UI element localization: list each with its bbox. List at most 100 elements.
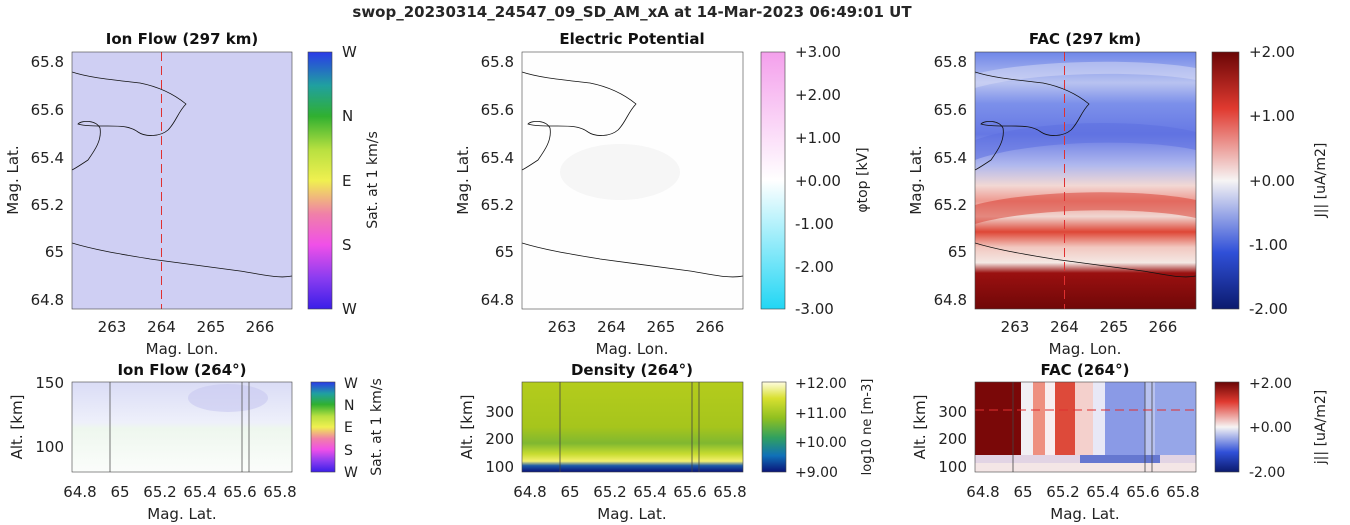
- ion-flow-profile-ytick: 150: [35, 374, 64, 392]
- ion-flow-map-xticks: 263 264 265 266: [98, 318, 275, 336]
- ion-flow-map-xtick: 263: [98, 318, 127, 336]
- ion-flow-profile-colorbar-label: Sat. at 1 km/s: [369, 378, 385, 476]
- ion-flow-map-ytick: 65.4: [31, 149, 64, 167]
- ion-flow-profile-yticks: 150 100: [35, 374, 64, 456]
- potential-map-colorbar-tick: +2.00: [795, 86, 841, 104]
- density-profile-colorbar-tick: +9.00: [795, 465, 838, 481]
- fac-map-xtick: 264: [1050, 318, 1079, 336]
- potential-map-colorbar-label: φtop [kV]: [855, 147, 871, 212]
- ion-flow-map-xtick: 266: [246, 318, 275, 336]
- potential-map-colorbar-tick: +3.00: [795, 43, 841, 61]
- fac-map-colorbar: [1211, 51, 1240, 310]
- ion-flow-profile-xtick: 65.6: [223, 483, 256, 501]
- potential-map-xtick: 263: [548, 318, 577, 336]
- fac-map-xtick: 266: [1149, 318, 1178, 336]
- ion-flow-map-ytick: 64.8: [31, 291, 64, 309]
- ion-flow-map-title: Ion Flow (297 km): [106, 30, 258, 48]
- ion-flow-map-ytick: 65: [45, 243, 64, 261]
- fac-map-title: FAC (297 km): [1029, 30, 1141, 48]
- fac-profile-ytick: 100: [938, 458, 967, 476]
- density-profile-xtick: 65.2: [593, 483, 626, 501]
- potential-map-colorbar: [760, 51, 786, 310]
- ion-flow-profile-colorbar-tick: W: [344, 376, 358, 392]
- potential-map-contour-lower: [521, 242, 744, 278]
- fac-profile-colorbar: [1214, 381, 1240, 473]
- ion-flow-profile-xlabel: Mag. Lat.: [147, 505, 216, 523]
- fac-profile-colorbar-tick: -2.00: [1249, 465, 1285, 481]
- density-profile-xtick: 65.8: [713, 483, 746, 501]
- fac-map-ytick: 65.2: [934, 196, 967, 214]
- fac-profile-xtick: 64.8: [966, 483, 999, 501]
- density-profile-colorbar-tick: +12.00: [795, 376, 847, 392]
- ion-flow-map-ytick: 65.8: [31, 53, 64, 71]
- ion-flow-profile-ytick: 100: [35, 438, 64, 456]
- potential-map-ytick: 65.2: [481, 196, 514, 214]
- ion-flow-map-contour-upper: [72, 71, 187, 171]
- density-profile-xtick: 64.8: [513, 483, 546, 501]
- potential-map-colorbar-tick: +0.00: [795, 172, 841, 190]
- fac-map-ytick: 65.6: [934, 101, 967, 119]
- ion-flow-map-colorbar-tick: W: [342, 300, 357, 318]
- ion-flow-profile-xtick: 65.8: [263, 483, 296, 501]
- fac-map-field: [975, 52, 1196, 309]
- potential-map-colorbar-tick: +1.00: [795, 129, 841, 147]
- ion-flow-profile-xtick: 65.4: [183, 483, 216, 501]
- fac-map-colorbar-tick: -1.00: [1249, 236, 1288, 254]
- fac-map-colorbar-label: J|| [uA/m2]: [1313, 143, 1329, 219]
- ion-flow-profile-xtick: 65.2: [143, 483, 176, 501]
- fac-profile-xtick: 65.8: [1166, 483, 1199, 501]
- density-profile-xticks: 64.8 65 65.2 65.4 65.6 65.8: [513, 483, 746, 501]
- fac-profile-xtick: 65: [1013, 483, 1032, 501]
- ion-flow-map-field: [72, 52, 292, 309]
- potential-map-colorbar-tick: -1.00: [795, 215, 834, 233]
- density-profile-colorbar-tick: +10.00: [795, 435, 847, 451]
- density-profile-title: Density (264°): [571, 361, 693, 379]
- fac-map-colorbar-tick: -2.00: [1249, 300, 1288, 318]
- fac-profile-colorbar-label: j|| [uA/m2]: [1313, 390, 1329, 465]
- density-profile-field: [522, 382, 743, 472]
- fac-map-colorbar-tick: +1.00: [1249, 107, 1295, 125]
- potential-map-xlabel: Mag. Lon.: [596, 340, 669, 358]
- fac-profile-xtick: 65.2: [1046, 483, 1079, 501]
- ion-flow-profile-xtick: 64.8: [63, 483, 96, 501]
- density-profile-ylabel: Alt. [km]: [458, 395, 476, 460]
- ion-flow-map-colorbar-label: Sat. at 1 km/s: [365, 131, 381, 229]
- fac-map-yticks: 65.8 65.6 65.4 65.2 65 64.8: [934, 53, 967, 309]
- ion-flow-map-colorbar-ticks: W N E S W: [342, 43, 357, 318]
- ion-flow-map-ylabel: Mag. Lat.: [4, 145, 22, 214]
- fac-profile-xtick: 65.6: [1126, 483, 1159, 501]
- density-profile-xtick: 65: [560, 483, 579, 501]
- ion-flow-profile-colorbar-tick: N: [344, 398, 354, 414]
- potential-map-colorbar-ticks: +3.00 +2.00 +1.00 +0.00 -1.00 -2.00 -3.0…: [795, 43, 841, 318]
- density-profile-ytick: 200: [485, 430, 514, 448]
- fac-profile-xticks: 64.8 65 65.2 65.4 65.6 65.8: [966, 483, 1199, 501]
- potential-map-colorbar-tick: -2.00: [795, 258, 834, 276]
- fac-profile-ytick: 300: [938, 403, 967, 421]
- fac-map-colorbar-ticks: +2.00 +1.00 +0.00 -1.00 -2.00: [1249, 43, 1295, 318]
- potential-map-xticks: 263 264 265 266: [548, 318, 725, 336]
- density-profile-ytick: 300: [485, 403, 514, 421]
- ion-flow-map-colorbar-tick: W: [342, 43, 357, 61]
- ion-flow-map-yticks: 65.8 65.6 65.4 65.2 65 64.8: [31, 53, 64, 309]
- potential-map-ytick: 65.8: [481, 53, 514, 71]
- fac-map-ytick: 64.8: [934, 291, 967, 309]
- ion-flow-profile-title: Ion Flow (264°): [117, 361, 246, 379]
- fac-map-contour-lower: [975, 242, 1196, 278]
- ion-flow-profile-colorbar: [310, 381, 336, 473]
- fac-profile-panel: FAC (264°) 300 200 100 64.8 65 65.2 65.4…: [911, 361, 1329, 523]
- ion-flow-map-contour-lower: [72, 242, 292, 278]
- ion-flow-map-colorbar-tick: S: [342, 236, 352, 254]
- density-profile-ytick: 100: [485, 458, 514, 476]
- potential-map-ylabel: Mag. Lat.: [454, 145, 472, 214]
- fac-map-xticks: 263 264 265 266: [1001, 318, 1178, 336]
- density-profile-colorbar-label: log10 ne [m-3]: [860, 379, 875, 476]
- density-profile-xtick: 65.4: [633, 483, 666, 501]
- fac-map-xtick: 265: [1100, 318, 1129, 336]
- fac-profile-xlabel: Mag. Lat.: [1050, 505, 1119, 523]
- ion-flow-map-colorbar: [307, 51, 333, 310]
- fac-profile-colorbar-tick: +2.00: [1249, 376, 1292, 392]
- fac-map-contour-upper: [975, 71, 1090, 171]
- density-profile-xtick: 65.6: [673, 483, 706, 501]
- ion-flow-profile-colorbar-ticks: W N E S W: [344, 376, 358, 481]
